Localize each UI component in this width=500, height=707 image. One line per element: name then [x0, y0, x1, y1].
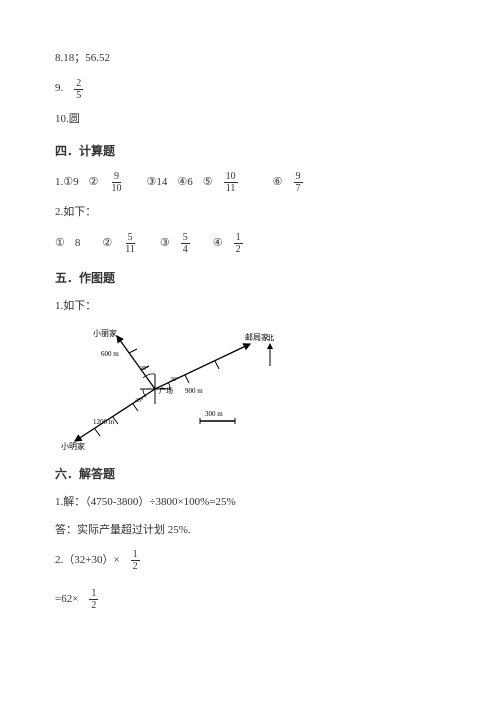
sec6-q2-line1: 2. （32+30）× 1 2	[55, 549, 445, 572]
sec5-q1-num: 1.	[55, 298, 63, 316]
section-6-title: 六．解答题	[55, 465, 445, 484]
direction-diagram: 小丽家 邮局家 小明家 600 m 900 m 1200 m 300 m 广场 …	[55, 326, 445, 451]
sec5-q1-text: 如下：	[63, 298, 96, 316]
sec4-q1-a4: ④6	[177, 174, 192, 192]
item-10-text: 圆	[69, 111, 80, 129]
diagram-600: 600 m	[101, 350, 119, 358]
diagram-center: 广场	[159, 386, 173, 395]
sec4-q1-a5: ⑤	[203, 174, 213, 192]
sec4-q1-a3: ③14	[147, 174, 168, 192]
sec4-q1-f5: 10 11	[224, 171, 238, 194]
item-8: 8. 18；56.52	[55, 50, 445, 68]
sec4-q2: 2. 如下：	[55, 204, 445, 222]
sec6-q2-f2: 1 2	[89, 588, 98, 611]
item-8-num: 8.	[55, 50, 63, 68]
diagram-north: 北	[267, 334, 274, 342]
sec4-l2-f4: 1 2	[234, 232, 243, 255]
sec4-q1: 1. ①9 ② 9 10 ③14 ④6 ⑤ 10 11 ⑥ 9 7	[55, 171, 445, 194]
sec4-line2: ① 8 ② 5 11 ③ 5 4 ④ 1 2	[55, 232, 445, 255]
sec6-q1-num: 1.	[55, 494, 63, 512]
sec5-q1: 1. 如下：	[55, 298, 445, 316]
sec4-q1-f2: 9 10	[110, 171, 124, 194]
sec6-q2-f1: 1 2	[131, 549, 140, 572]
diagram-label-tr: 邮局家	[245, 332, 269, 342]
sec4-l2-v1: 8	[75, 235, 81, 253]
sec4-l2-a3: ③	[160, 235, 170, 253]
sec6-q2-line2: =62× 1 2	[55, 588, 445, 611]
sec6-q2-expr-b: =62×	[55, 591, 78, 609]
diagram-1200: 1200 m	[93, 418, 115, 426]
item-10: 10. 圆	[55, 111, 445, 129]
item-9: 9. 2 5	[55, 78, 445, 101]
item-9-num: 9.	[55, 80, 63, 98]
sec4-l2-a4: ④	[213, 235, 223, 253]
sec4-l2-a1: ①	[55, 235, 65, 253]
diagram-900: 900 m	[185, 387, 203, 395]
sec4-q2-num: 2.	[55, 204, 63, 222]
sec4-q1-a6: ⑥	[273, 174, 283, 192]
sec6-q1-text1: 解：（4750-3800）÷3800×100%=25%	[63, 494, 235, 512]
diagram-label-bottom: 小明家	[61, 441, 85, 451]
sec6-q2-expr-a: （32+30）×	[63, 552, 119, 570]
item-10-num: 10.	[55, 111, 69, 129]
sec4-q2-text: 如下：	[63, 204, 96, 222]
diagram-label-tl: 小丽家	[93, 328, 117, 338]
item-9-frac: 2 5	[74, 78, 83, 101]
diagram-30: 30°	[170, 376, 179, 383]
section-5-title: 五．作图题	[55, 269, 445, 288]
section-4-title: 四．计算题	[55, 142, 445, 161]
sec6-q2-num: 2.	[55, 552, 63, 570]
diagram-45: 45°	[135, 397, 144, 404]
sec4-l2-a2: ②	[102, 235, 112, 253]
sec6-q1-line1: 1. 解：（4750-3800）÷3800×100%=25%	[55, 494, 445, 512]
sec4-l2-f2: 5 11	[123, 232, 137, 255]
sec4-q1-a2: ②	[89, 174, 99, 192]
sec6-q1-line2: 答：实际产量超过计划 25%.	[55, 522, 445, 540]
sec4-q1-a1: ①9	[63, 174, 78, 192]
sec4-q1-num: 1.	[55, 174, 63, 192]
diagram-25: 25°	[140, 365, 149, 372]
item-8-text: 18；56.52	[63, 50, 110, 68]
sec6-q1-text2: 答：实际产量超过计划 25%.	[55, 522, 191, 540]
diagram-scale: 300 m	[205, 410, 223, 418]
sec4-l2-f3: 5 4	[181, 232, 190, 255]
sec4-q1-f6: 9 7	[294, 171, 303, 194]
